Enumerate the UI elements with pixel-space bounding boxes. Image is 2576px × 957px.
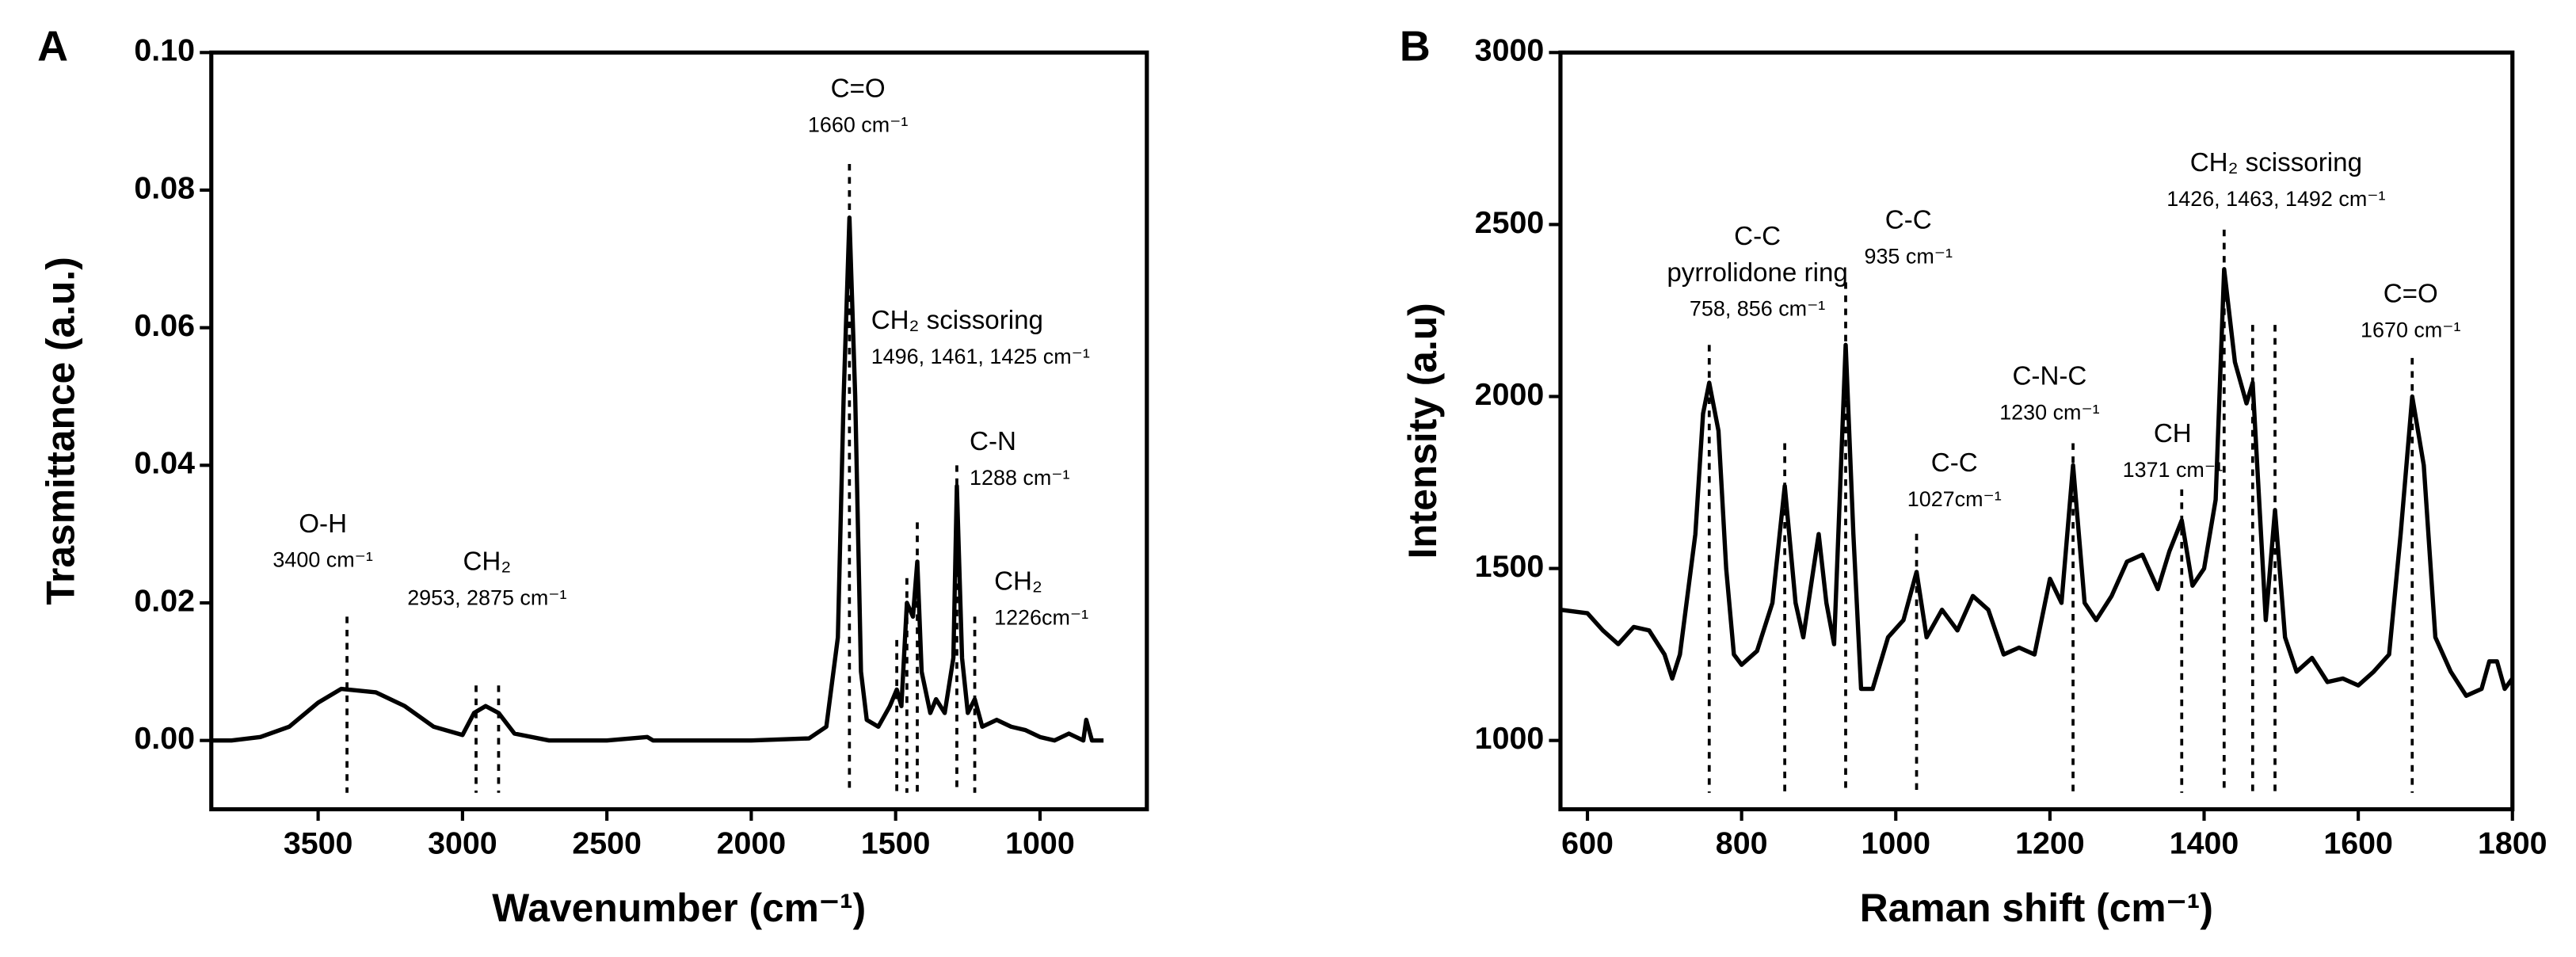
x-tick-label: 1800 [2478,825,2547,860]
annotation: 1288 cm⁻¹ [970,466,1069,490]
annotation: 1496, 1461, 1425 cm⁻¹ [871,345,1090,368]
annotation: CH₂ scissoring [2190,148,2362,177]
y-tick-label: 1500 [1475,549,1545,584]
panel-label: A [37,22,68,70]
annotation: O-H [299,509,347,539]
x-tick-label: 600 [1561,825,1614,860]
annotation: CH₂ scissoring [871,306,1043,335]
y-tick-label: 0.08 [134,170,195,205]
annotation: 3400 cm⁻¹ [272,548,372,572]
y-tick-label: 0.10 [134,33,195,68]
annotation: CH [2154,419,2192,448]
x-tick-label: 1600 [2323,825,2393,860]
x-tick-label: 1500 [861,825,931,860]
x-axis-label: Raman shift (cm⁻¹) [1860,886,2213,930]
annotation: 1230 cm⁻¹ [1999,400,2099,424]
annotation: 935 cm⁻¹ [1864,244,1952,268]
plot-frame [209,50,1149,812]
x-tick-label: 3000 [428,825,497,860]
annotation: C-N [970,427,1016,456]
y-tick-label: 2500 [1475,205,1545,240]
x-tick-label: 1000 [1005,825,1075,860]
panel-label: B [1400,22,1431,70]
x-axis-label: Wavenumber (cm⁻¹) [492,886,866,930]
x-tick-label: 3500 [284,825,353,860]
y-tick-label: 0.06 [134,308,195,343]
y-tick-label: 0.02 [134,583,195,618]
annotation: C-C [1931,448,1978,478]
annotation: 1371 cm⁻¹ [2123,458,2223,482]
y-tick-label: 1000 [1475,721,1545,756]
x-tick-label: 1000 [1861,825,1930,860]
annotation: 1660 cm⁻¹ [808,113,908,137]
y-axis-label: Intensity (a.u) [1400,303,1445,559]
annotation: 1027cm⁻¹ [1907,487,2002,511]
annotation: C=O [2384,280,2438,309]
plot-frame [1558,50,2515,812]
annotation: 758, 856 cm⁻¹ [1690,297,1825,321]
annotation: 1670 cm⁻¹ [2361,318,2460,342]
x-tick-label: 2500 [572,825,642,860]
x-tick-label: 2000 [717,825,787,860]
annotation: C-C [1885,205,1932,234]
annotation: CH₂ [994,566,1042,596]
annotation: 2953, 2875 cm⁻¹ [407,585,566,609]
x-tick-label: 1400 [2170,825,2239,860]
y-tick-label: 0.04 [134,446,195,481]
y-tick-label: 2000 [1475,377,1545,412]
annotation: C-N-C [2012,361,2086,391]
annotation: CH₂ [463,547,511,576]
y-axis-label: Trasmittance (a.u.) [38,257,82,604]
x-tick-label: 1200 [2015,825,2085,860]
y-tick-label: 3000 [1475,33,1545,68]
annotation: pyrrolidone ring [1667,258,1847,288]
spectrum-line [211,215,1104,743]
annotation: C-C [1734,222,1781,251]
spectrum-line [1560,267,2514,698]
annotation: 1226cm⁻¹ [994,605,1088,629]
x-tick-label: 800 [1716,825,1768,860]
annotation: C=O [831,74,886,104]
y-tick-label: 0.00 [134,721,195,756]
annotation: 1426, 1463, 1492 cm⁻¹ [2166,187,2385,211]
